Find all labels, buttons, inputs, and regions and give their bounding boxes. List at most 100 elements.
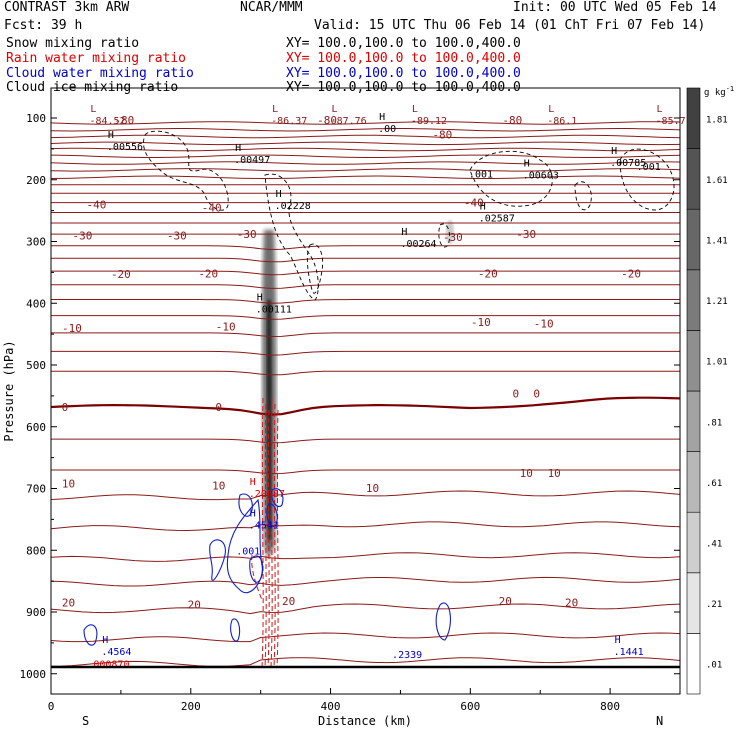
temperature-label: 0 [215,401,222,414]
rain-contour [264,403,267,668]
plot-area [51,121,680,668]
ice-contour [574,181,592,211]
colorbar-label: .21 [706,600,722,610]
minimum-value: -84.52 [89,116,125,127]
cloud-water-contour [249,555,264,583]
colorbar-segment [686,148,701,210]
temperature-label: 0 [512,387,519,400]
maximum-value: .00264 [400,239,436,250]
temperature-line [51,438,680,444]
temperature-line [51,245,680,251]
temperature-line [51,147,680,152]
north-label: N [656,714,663,728]
temperature-label: -20 [111,268,131,281]
field-xy-rain: XY= 100.0,100.0 to 100.0,400.0 [286,51,521,66]
minimum-letter: L [332,104,338,115]
colorbar-segment [686,390,701,452]
rain-contour [267,409,270,668]
maximum-value: .00497 [234,155,270,166]
temperature-label: -10 [216,321,236,334]
ice-contour [438,223,451,248]
maximum-letter: H [108,130,114,141]
temperature-line [51,370,680,376]
temperature-label: -10 [62,322,82,335]
field-label-rain: Rain water mixing ratio [6,51,187,66]
maximum-letter: H [615,635,621,646]
y-tick-label: 900 [26,606,46,619]
maximum-letter: H [480,201,486,212]
cloud-water-contour [238,493,253,517]
colorbar-label: 1.61 [706,176,728,186]
ice-contour [306,243,324,294]
temperature-label: 20 [282,595,295,608]
colorbar-label: 1.41 [706,237,728,247]
maximum-value: .1441 [614,647,644,658]
temperature-label: -30 [237,228,257,241]
maximum-value: .00111 [256,304,292,315]
cloud-water-contour [83,624,98,646]
maximum-letter: H [235,143,241,154]
colorbar-segment [686,633,701,695]
y-tick-label: 800 [26,544,46,557]
cloud-water-contours [83,488,451,646]
rain-contour [276,409,279,668]
temperature-labels: -80 -80 -80 -80 -40 -40 -40 -30 -30 -30 -30 -30 -20 -… [62,114,641,612]
temperature-label: 20 [565,597,578,610]
temperature-label: 20 [62,597,75,610]
temperature-label: -20 [621,268,641,281]
temperature-label: 10 [520,467,533,480]
maximum-letter: H [250,477,256,488]
south-label: S [82,714,89,728]
temperature-line [51,128,680,132]
x-tick-label: 200 [181,700,201,713]
temperature-label: 20 [499,595,512,608]
minimum-value: -87.76 [331,116,367,127]
temperature-label: 20 [188,599,201,612]
maximum-letter: H [276,189,282,200]
colorbar-label: .81 [706,418,722,428]
maximum-value: .000870 [87,659,129,670]
maximum-value: .001 [236,546,260,557]
minimum-value: -86.37 [271,116,307,127]
temperature-contours [51,121,680,667]
temperature-line [51,576,680,587]
snow-patch [446,220,454,244]
maximum-value: .00603 [523,170,559,181]
y-axis-label: Pressure (hPa) [2,340,16,441]
y-tick-label: 200 [26,174,46,187]
rain-contour [261,397,264,668]
field-xy-snow: XY= 100.0,100.0 to 100.0,400.0 [286,36,521,51]
minimum-value: -89.12 [411,116,447,127]
cloud-water-contour [271,488,284,508]
cloud-water-contour [209,539,226,581]
valid-time: Valid: 15 UTC Thu 06 Feb 14 (01 ChT Fri … [314,18,706,33]
y-tick-label: 600 [26,421,46,434]
maximum-letter: H [611,146,617,157]
maximum-letter: H [524,158,530,169]
maximum-value: .00556 [107,142,143,153]
minimum-letter: L [90,104,96,115]
temperature-line [51,603,680,615]
colorbar-segment [686,511,701,574]
colorbar-label: .61 [706,479,722,489]
temperature-label: 10 [62,478,75,491]
colorbar-unit-exp: -1 [726,85,734,93]
temperature-line [51,332,680,338]
temperature-line [51,490,680,501]
maximum-value: .2339 [392,650,422,661]
temperature-label: -20 [198,268,218,281]
colorbar-label: .41 [706,540,722,550]
center-name: NCAR/MMM [240,0,303,15]
cloud-ice-contours [143,130,675,301]
colorbar-segment [686,451,701,513]
temperature-line [51,161,680,165]
temperature-line [51,270,680,276]
ice-contour [469,150,553,207]
minimum-letter: L [548,104,554,115]
extrema-labels: L-84.52L-86.37L-87.76L-89.12L-86.1L-85.7… [87,104,685,670]
x-axis-label: Distance (km) [318,714,412,728]
x-tick-label: 400 [321,700,341,713]
temperature-line [51,154,680,158]
temperature-line [51,141,680,146]
